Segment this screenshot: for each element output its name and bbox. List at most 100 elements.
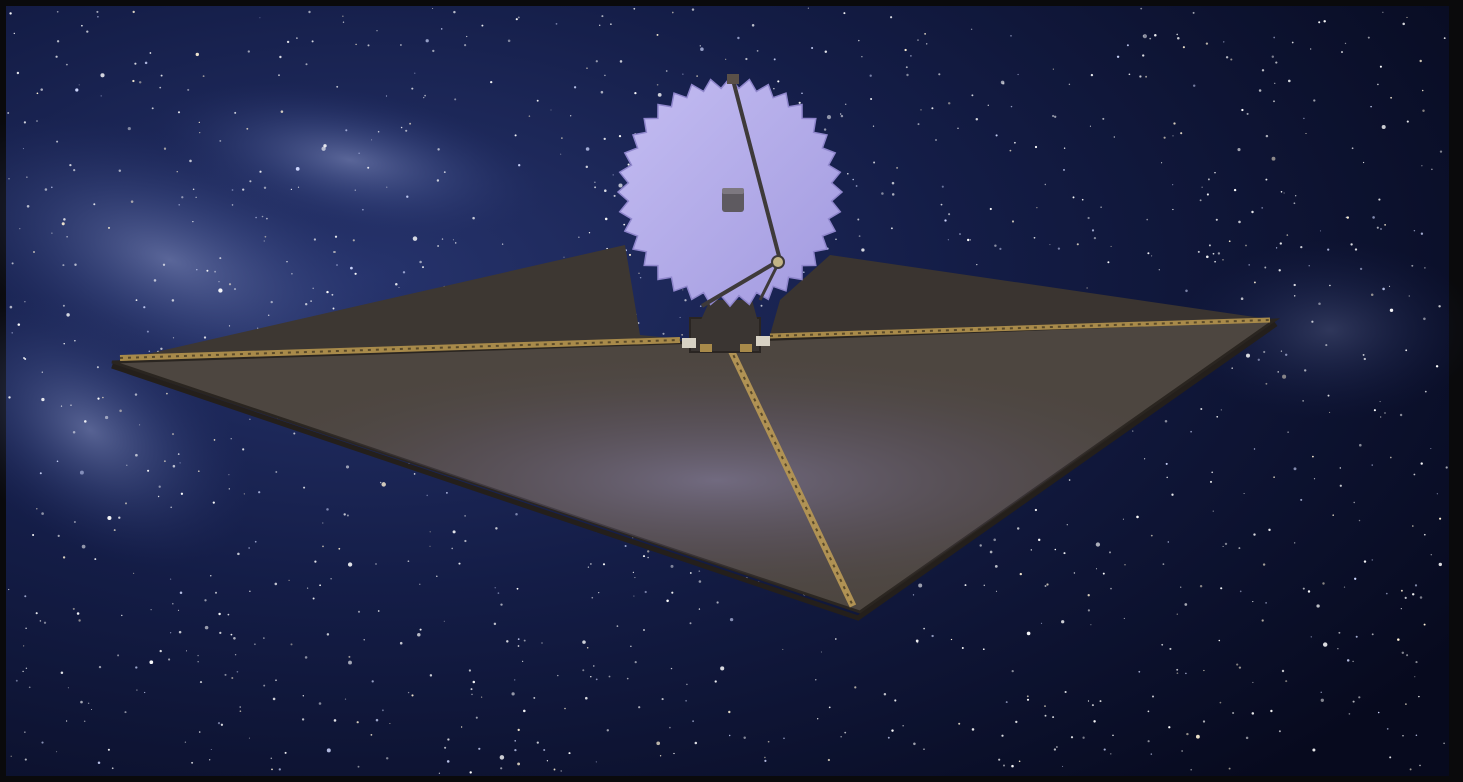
- star: [41, 741, 44, 744]
- star: [132, 10, 135, 14]
- star: [811, 46, 814, 50]
- star: [843, 12, 846, 15]
- star: [159, 649, 162, 653]
- star: [827, 758, 831, 762]
- star: [426, 494, 428, 497]
- star: [1110, 245, 1112, 247]
- star: [429, 545, 431, 547]
- star: [1413, 229, 1416, 232]
- star: [284, 751, 287, 754]
- star: [11, 262, 14, 265]
- star: [1066, 524, 1068, 526]
- star: [1322, 642, 1328, 647]
- star: [212, 501, 215, 504]
- star: [352, 239, 355, 242]
- star: [1163, 136, 1166, 139]
- star: [310, 300, 312, 302]
- star: [15, 679, 18, 682]
- star: [176, 171, 178, 173]
- star: [1168, 726, 1171, 729]
- star: [231, 676, 234, 680]
- star: [1286, 234, 1289, 236]
- star: [1439, 517, 1442, 520]
- star: [23, 121, 27, 124]
- star: [1044, 183, 1047, 186]
- star: [698, 580, 702, 583]
- star: [1081, 198, 1084, 201]
- star: [995, 134, 998, 137]
- star: [130, 200, 134, 203]
- star: [39, 620, 42, 622]
- star: [219, 257, 222, 260]
- star: [191, 761, 194, 764]
- star: [1279, 242, 1282, 245]
- star: [1300, 245, 1303, 249]
- star: [377, 130, 380, 133]
- star: [248, 737, 250, 739]
- star: [1381, 124, 1386, 130]
- star: [65, 63, 68, 66]
- star: [118, 516, 121, 519]
- star: [1376, 226, 1379, 229]
- star: [656, 33, 659, 36]
- star: [1414, 676, 1416, 678]
- star: [1064, 690, 1067, 694]
- star: [1278, 730, 1281, 733]
- star: [61, 222, 65, 226]
- star: [24, 731, 26, 733]
- star: [501, 243, 504, 245]
- star: [228, 325, 231, 327]
- star: [189, 159, 192, 163]
- star: [98, 665, 102, 669]
- star: [1263, 350, 1266, 354]
- star: [490, 80, 493, 84]
- star: [1224, 542, 1228, 546]
- star: [1377, 711, 1380, 714]
- star: [91, 709, 92, 710]
- star: [357, 765, 360, 768]
- star: [1219, 701, 1222, 704]
- star: [1302, 400, 1304, 402]
- secondary-mirror-struts: [700, 74, 785, 308]
- star: [553, 768, 556, 771]
- star: [26, 205, 30, 208]
- star: [1338, 631, 1341, 634]
- star: [213, 439, 216, 441]
- star: [389, 722, 391, 725]
- star: [1245, 244, 1247, 247]
- star: [521, 660, 524, 663]
- star: [209, 759, 211, 761]
- star: [66, 235, 68, 238]
- star: [1052, 68, 1054, 70]
- star: [234, 111, 237, 114]
- star: [464, 539, 467, 543]
- star: [840, 113, 842, 115]
- star: [177, 609, 180, 612]
- star: [144, 61, 148, 65]
- star: [43, 621, 47, 624]
- star: [1424, 390, 1427, 393]
- star: [1438, 562, 1442, 567]
- star: [546, 760, 549, 762]
- star: [40, 88, 43, 91]
- star: [563, 256, 565, 258]
- star: [413, 473, 416, 475]
- star: [148, 350, 151, 353]
- star: [1378, 198, 1381, 201]
- star: [41, 371, 43, 373]
- star: [1036, 207, 1038, 209]
- star: [1095, 568, 1098, 570]
- star: [170, 632, 172, 634]
- star: [480, 696, 483, 698]
- star: [782, 648, 784, 650]
- star: [1399, 413, 1403, 417]
- star: [638, 272, 640, 274]
- star: [585, 165, 589, 169]
- star: [861, 248, 865, 252]
- star: [1214, 171, 1216, 174]
- star: [999, 247, 1002, 250]
- star: [333, 719, 337, 722]
- spacecraft-bus: [682, 317, 770, 353]
- star: [356, 721, 359, 724]
- star: [41, 512, 44, 515]
